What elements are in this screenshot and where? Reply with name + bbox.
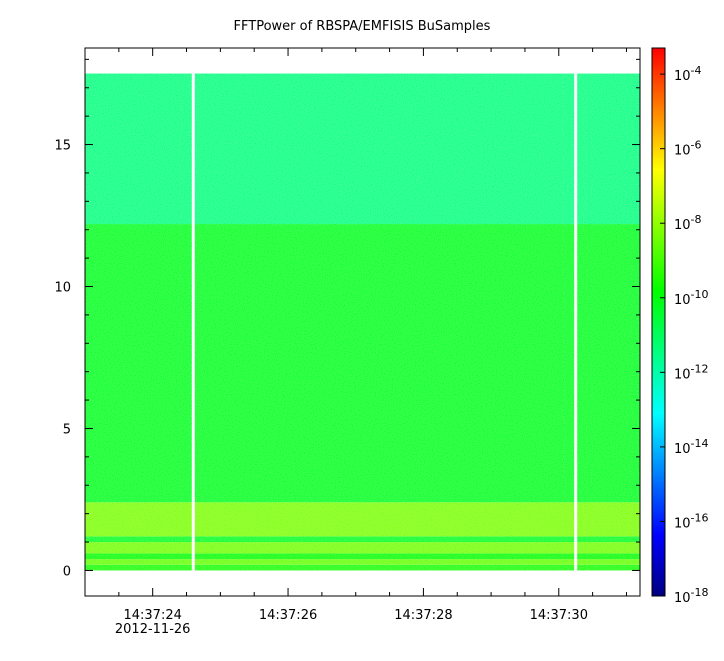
chart-title: FFTPower of RBSPA/EMFISIS BuSamples [234,19,491,34]
plot-frame [84,47,641,597]
colorbar-tick-label: 10-18 [674,586,709,606]
data-gap-0 [191,73,195,571]
x-tick-label: 14:37:28 [394,608,452,623]
x-date-label: 2012-11-26 [115,622,191,637]
data-gaps [191,73,578,571]
y-tick-label: 10 [54,281,71,296]
colorbar-tick-label: 10-10 [674,288,709,308]
axes: 0 5 10 15 14:37:24 14:37:26 14:37:28 14:37:30 20… [54,47,641,637]
colorbar: 10-4 10-6 10-8 10-10 10-12 10-14 10-16 10-18 [651,47,709,606]
colorbar-tick-label: 10-8 [674,213,702,233]
colorbar-tick-label: 10-6 [674,139,702,159]
colorbar-tick-label: 10-14 [674,437,709,457]
colorbar-tick-label: 10-12 [674,362,709,382]
y-tick-label: 0 [63,564,71,579]
y-tick-label: 15 [54,139,71,154]
x-tick-label: 14:37:24 [123,608,181,623]
colorbar-tick-label: 10-4 [674,64,702,84]
spectrogram-noise [85,73,640,571]
colorbar-gradient [651,47,666,597]
y-tick-label: 5 [63,422,71,437]
colorbar-tick-label: 10-16 [674,511,709,531]
x-tick-label: 14:37:30 [530,608,588,623]
data-gap-1 [574,73,578,571]
noise-texture [85,73,640,571]
x-tick-label: 14:37:26 [259,608,317,623]
